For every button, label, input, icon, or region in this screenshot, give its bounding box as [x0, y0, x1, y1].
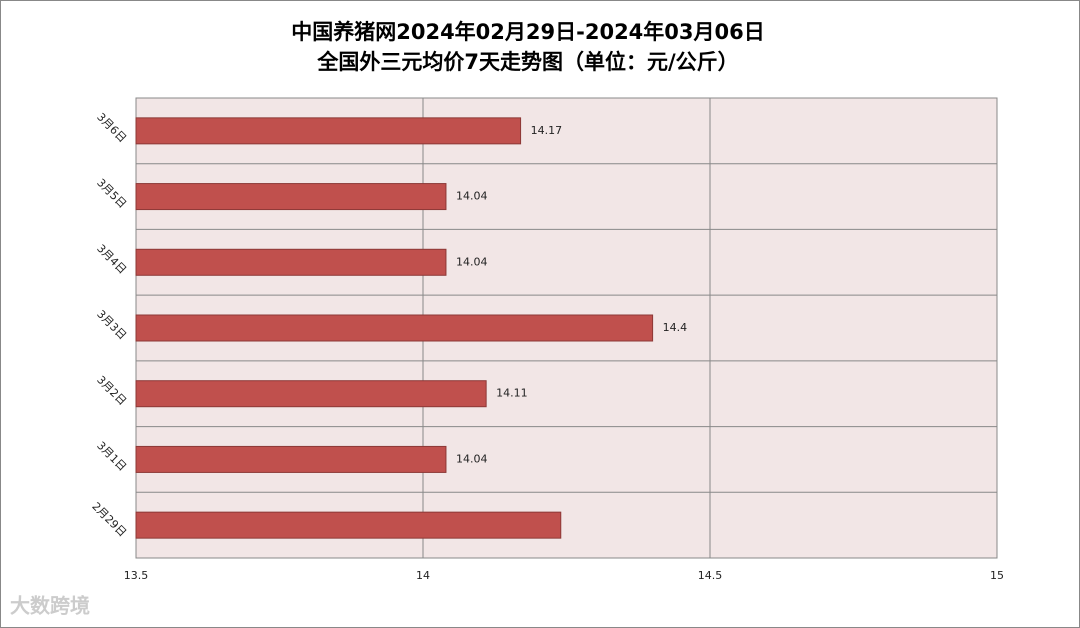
value-label: 14.04 — [456, 255, 488, 268]
chart-title: 中国养猪网2024年02月29日-2024年03月06日 — [291, 20, 765, 44]
value-label: 14.04 — [456, 190, 488, 203]
value-label: 14.11 — [496, 387, 528, 400]
x-tick-label: 14.5 — [698, 569, 723, 582]
chart-subtitle: 全国外三元均价7天走势图（单位：元/公斤） — [316, 50, 738, 74]
bar — [135, 445, 447, 473]
x-tick-label: 15 — [990, 569, 1004, 582]
bar — [135, 314, 654, 342]
value-label: 14.4 — [663, 321, 688, 334]
bar — [135, 117, 522, 145]
value-label: 14.17 — [531, 124, 563, 137]
x-tick-label: 14 — [416, 569, 430, 582]
x-tick-label: 13.5 — [124, 569, 149, 582]
watermark: 大数跨境 — [10, 594, 90, 618]
bar — [135, 380, 487, 408]
bar — [135, 511, 562, 539]
bar — [135, 183, 447, 211]
value-label: 14.04 — [456, 452, 488, 465]
bar — [135, 248, 447, 276]
